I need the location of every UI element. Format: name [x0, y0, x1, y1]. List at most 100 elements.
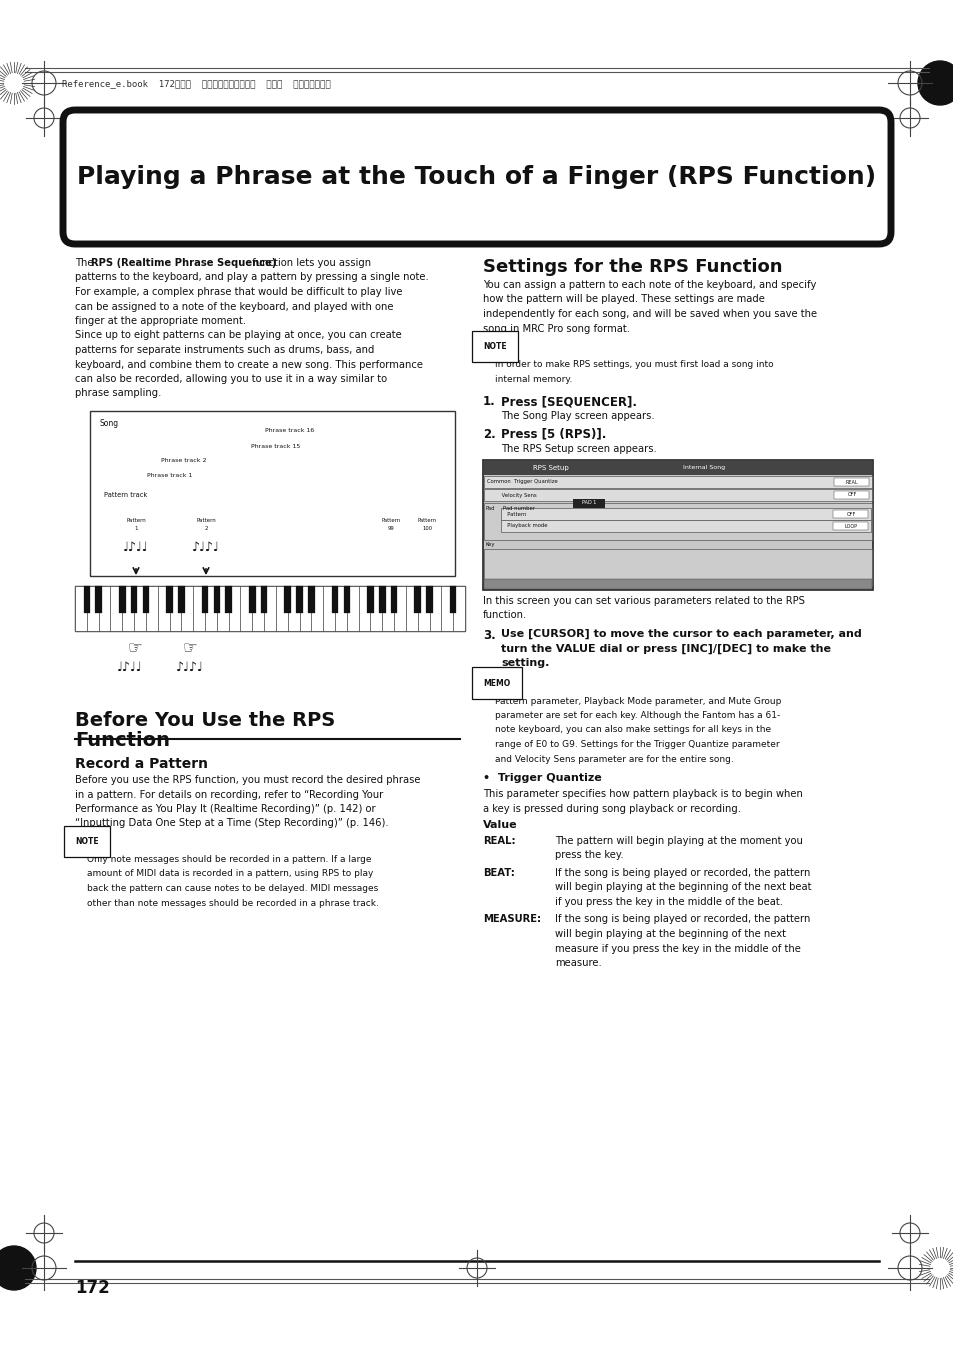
- Bar: [264, 586, 275, 631]
- Bar: [170, 586, 181, 631]
- Bar: [450, 586, 456, 613]
- Text: REAL:: REAL:: [482, 836, 515, 846]
- Text: Use [CURSOR] to move the cursor to each parameter, and: Use [CURSOR] to move the cursor to each …: [500, 630, 861, 639]
- Text: keyboard, and combine them to create a new song. This performance: keyboard, and combine them to create a n…: [75, 359, 422, 370]
- Bar: [299, 586, 311, 631]
- Bar: [111, 586, 122, 631]
- Bar: [178, 586, 185, 613]
- Bar: [260, 586, 267, 613]
- Text: Record a Pattern: Record a Pattern: [75, 757, 208, 771]
- Bar: [573, 499, 604, 508]
- Bar: [833, 478, 868, 486]
- Text: The pattern will begin playing at the moment you: The pattern will begin playing at the mo…: [555, 836, 802, 846]
- Text: measure if you press the key in the middle of the: measure if you press the key in the midd…: [555, 943, 800, 954]
- Text: Before You Use the RPS: Before You Use the RPS: [75, 711, 335, 730]
- Text: Playing a Phrase at the Touch of a Finger (RPS Function): Playing a Phrase at the Touch of a Finge…: [77, 165, 876, 189]
- Text: The: The: [75, 258, 96, 267]
- Bar: [242, 422, 336, 439]
- Text: PAD 1: PAD 1: [581, 500, 596, 505]
- Text: ♩♪♩♩: ♩♪♩♩: [117, 661, 143, 674]
- Bar: [375, 512, 407, 562]
- Bar: [175, 512, 235, 562]
- Text: function.: function.: [482, 611, 527, 620]
- Bar: [288, 586, 299, 631]
- Text: MEASURE:: MEASURE:: [482, 915, 540, 924]
- Text: patterns to the keyboard, and play a pattern by pressing a single note.: patterns to the keyboard, and play a pat…: [75, 273, 428, 282]
- Text: patterns for separate instruments such as drums, bass, and: patterns for separate instruments such a…: [75, 345, 374, 355]
- Text: OFF: OFF: [845, 512, 855, 516]
- Text: press the key.: press the key.: [555, 851, 623, 861]
- Text: Phrase track 2: Phrase track 2: [161, 458, 207, 463]
- Text: range of E0 to G9. Settings for the Trigger Quantize parameter: range of E0 to G9. Settings for the Trig…: [495, 740, 779, 748]
- Bar: [500, 520, 870, 532]
- Text: a key is pressed during song playback or recording.: a key is pressed during song playback or…: [482, 804, 740, 813]
- Text: Internal Song: Internal Song: [682, 466, 724, 470]
- Text: if you press the key in the middle of the beat.: if you press the key in the middle of th…: [555, 897, 782, 907]
- Text: can also be recorded, allowing you to use it in a way similar to: can also be recorded, allowing you to us…: [75, 374, 387, 384]
- Text: Common  Trigger Quantize: Common Trigger Quantize: [486, 480, 558, 485]
- Text: ♪♩♪♩: ♪♩♪♩: [192, 540, 219, 554]
- Bar: [166, 586, 172, 613]
- Text: 2: 2: [204, 526, 208, 531]
- Bar: [181, 586, 193, 631]
- Text: how the pattern will be played. These settings are made: how the pattern will be played. These se…: [482, 295, 764, 304]
- Text: Pattern parameter, Playback Mode parameter, and Mute Group: Pattern parameter, Playback Mode paramet…: [495, 697, 781, 705]
- Bar: [483, 503, 871, 540]
- Text: Pattern: Pattern: [417, 517, 436, 523]
- Bar: [453, 586, 464, 631]
- Bar: [122, 586, 134, 631]
- Bar: [193, 586, 205, 631]
- Text: 172: 172: [75, 1279, 110, 1297]
- Bar: [426, 586, 433, 613]
- Text: 1.: 1.: [482, 394, 496, 408]
- Text: Phrase track 1: Phrase track 1: [147, 473, 193, 478]
- Text: Since up to eight patterns can be playing at once, you can create: Since up to eight patterns can be playin…: [75, 331, 401, 340]
- Text: ☞: ☞: [128, 639, 142, 657]
- Text: 99: 99: [387, 526, 394, 531]
- Circle shape: [917, 1246, 953, 1290]
- Text: RPS (Realtime Phrase Sequence): RPS (Realtime Phrase Sequence): [91, 258, 276, 267]
- Bar: [370, 586, 382, 631]
- Bar: [833, 490, 868, 499]
- Text: OFF: OFF: [846, 493, 856, 497]
- Text: Pattern: Pattern: [381, 517, 400, 523]
- Bar: [405, 586, 417, 631]
- Bar: [75, 586, 87, 631]
- Text: BEAT:: BEAT:: [482, 867, 515, 878]
- Circle shape: [5, 74, 23, 92]
- Bar: [358, 586, 370, 631]
- Text: note keyboard, you can also make settings for all keys in the: note keyboard, you can also make setting…: [495, 725, 770, 735]
- Bar: [483, 489, 871, 501]
- Text: setting.: setting.: [500, 658, 549, 667]
- Text: in a pattern. For details on recording, refer to “Recording Your: in a pattern. For details on recording, …: [75, 789, 383, 800]
- Text: REAL: REAL: [844, 480, 858, 485]
- Bar: [228, 438, 323, 455]
- Bar: [343, 586, 350, 613]
- Text: Pattern: Pattern: [503, 512, 526, 516]
- Text: Pattern: Pattern: [126, 517, 146, 523]
- Bar: [335, 586, 347, 631]
- Bar: [249, 586, 255, 613]
- Bar: [417, 586, 429, 631]
- Text: back the pattern can cause notes to be delayed. MIDI messages: back the pattern can cause notes to be d…: [87, 884, 377, 893]
- Text: In order to make RPS settings, you must first load a song into: In order to make RPS settings, you must …: [495, 359, 773, 369]
- Bar: [347, 586, 358, 631]
- Text: ☞: ☞: [182, 639, 197, 657]
- Bar: [483, 549, 871, 586]
- Bar: [483, 580, 871, 589]
- Text: 1: 1: [134, 526, 137, 531]
- Text: Phrase track 16: Phrase track 16: [265, 428, 314, 434]
- Text: Only note messages should be recorded in a pattern. If a large: Only note messages should be recorded in…: [87, 855, 371, 865]
- Bar: [143, 586, 149, 613]
- Text: The RPS Setup screen appears.: The RPS Setup screen appears.: [500, 443, 656, 454]
- Text: turn the VALUE dial or press [INC]/[DEC] to make the: turn the VALUE dial or press [INC]/[DEC]…: [500, 643, 830, 654]
- Text: Key: Key: [485, 542, 495, 547]
- Text: MEMO: MEMO: [482, 678, 510, 688]
- Bar: [106, 512, 166, 562]
- Bar: [391, 586, 396, 613]
- Text: Pattern: Pattern: [196, 517, 215, 523]
- Text: internal memory.: internal memory.: [495, 374, 572, 384]
- Text: RPS Setup: RPS Setup: [533, 465, 568, 471]
- Bar: [87, 586, 98, 631]
- Text: “Inputting Data One Step at a Time (Step Recording)” (p. 146).: “Inputting Data One Step at a Time (Step…: [75, 819, 388, 828]
